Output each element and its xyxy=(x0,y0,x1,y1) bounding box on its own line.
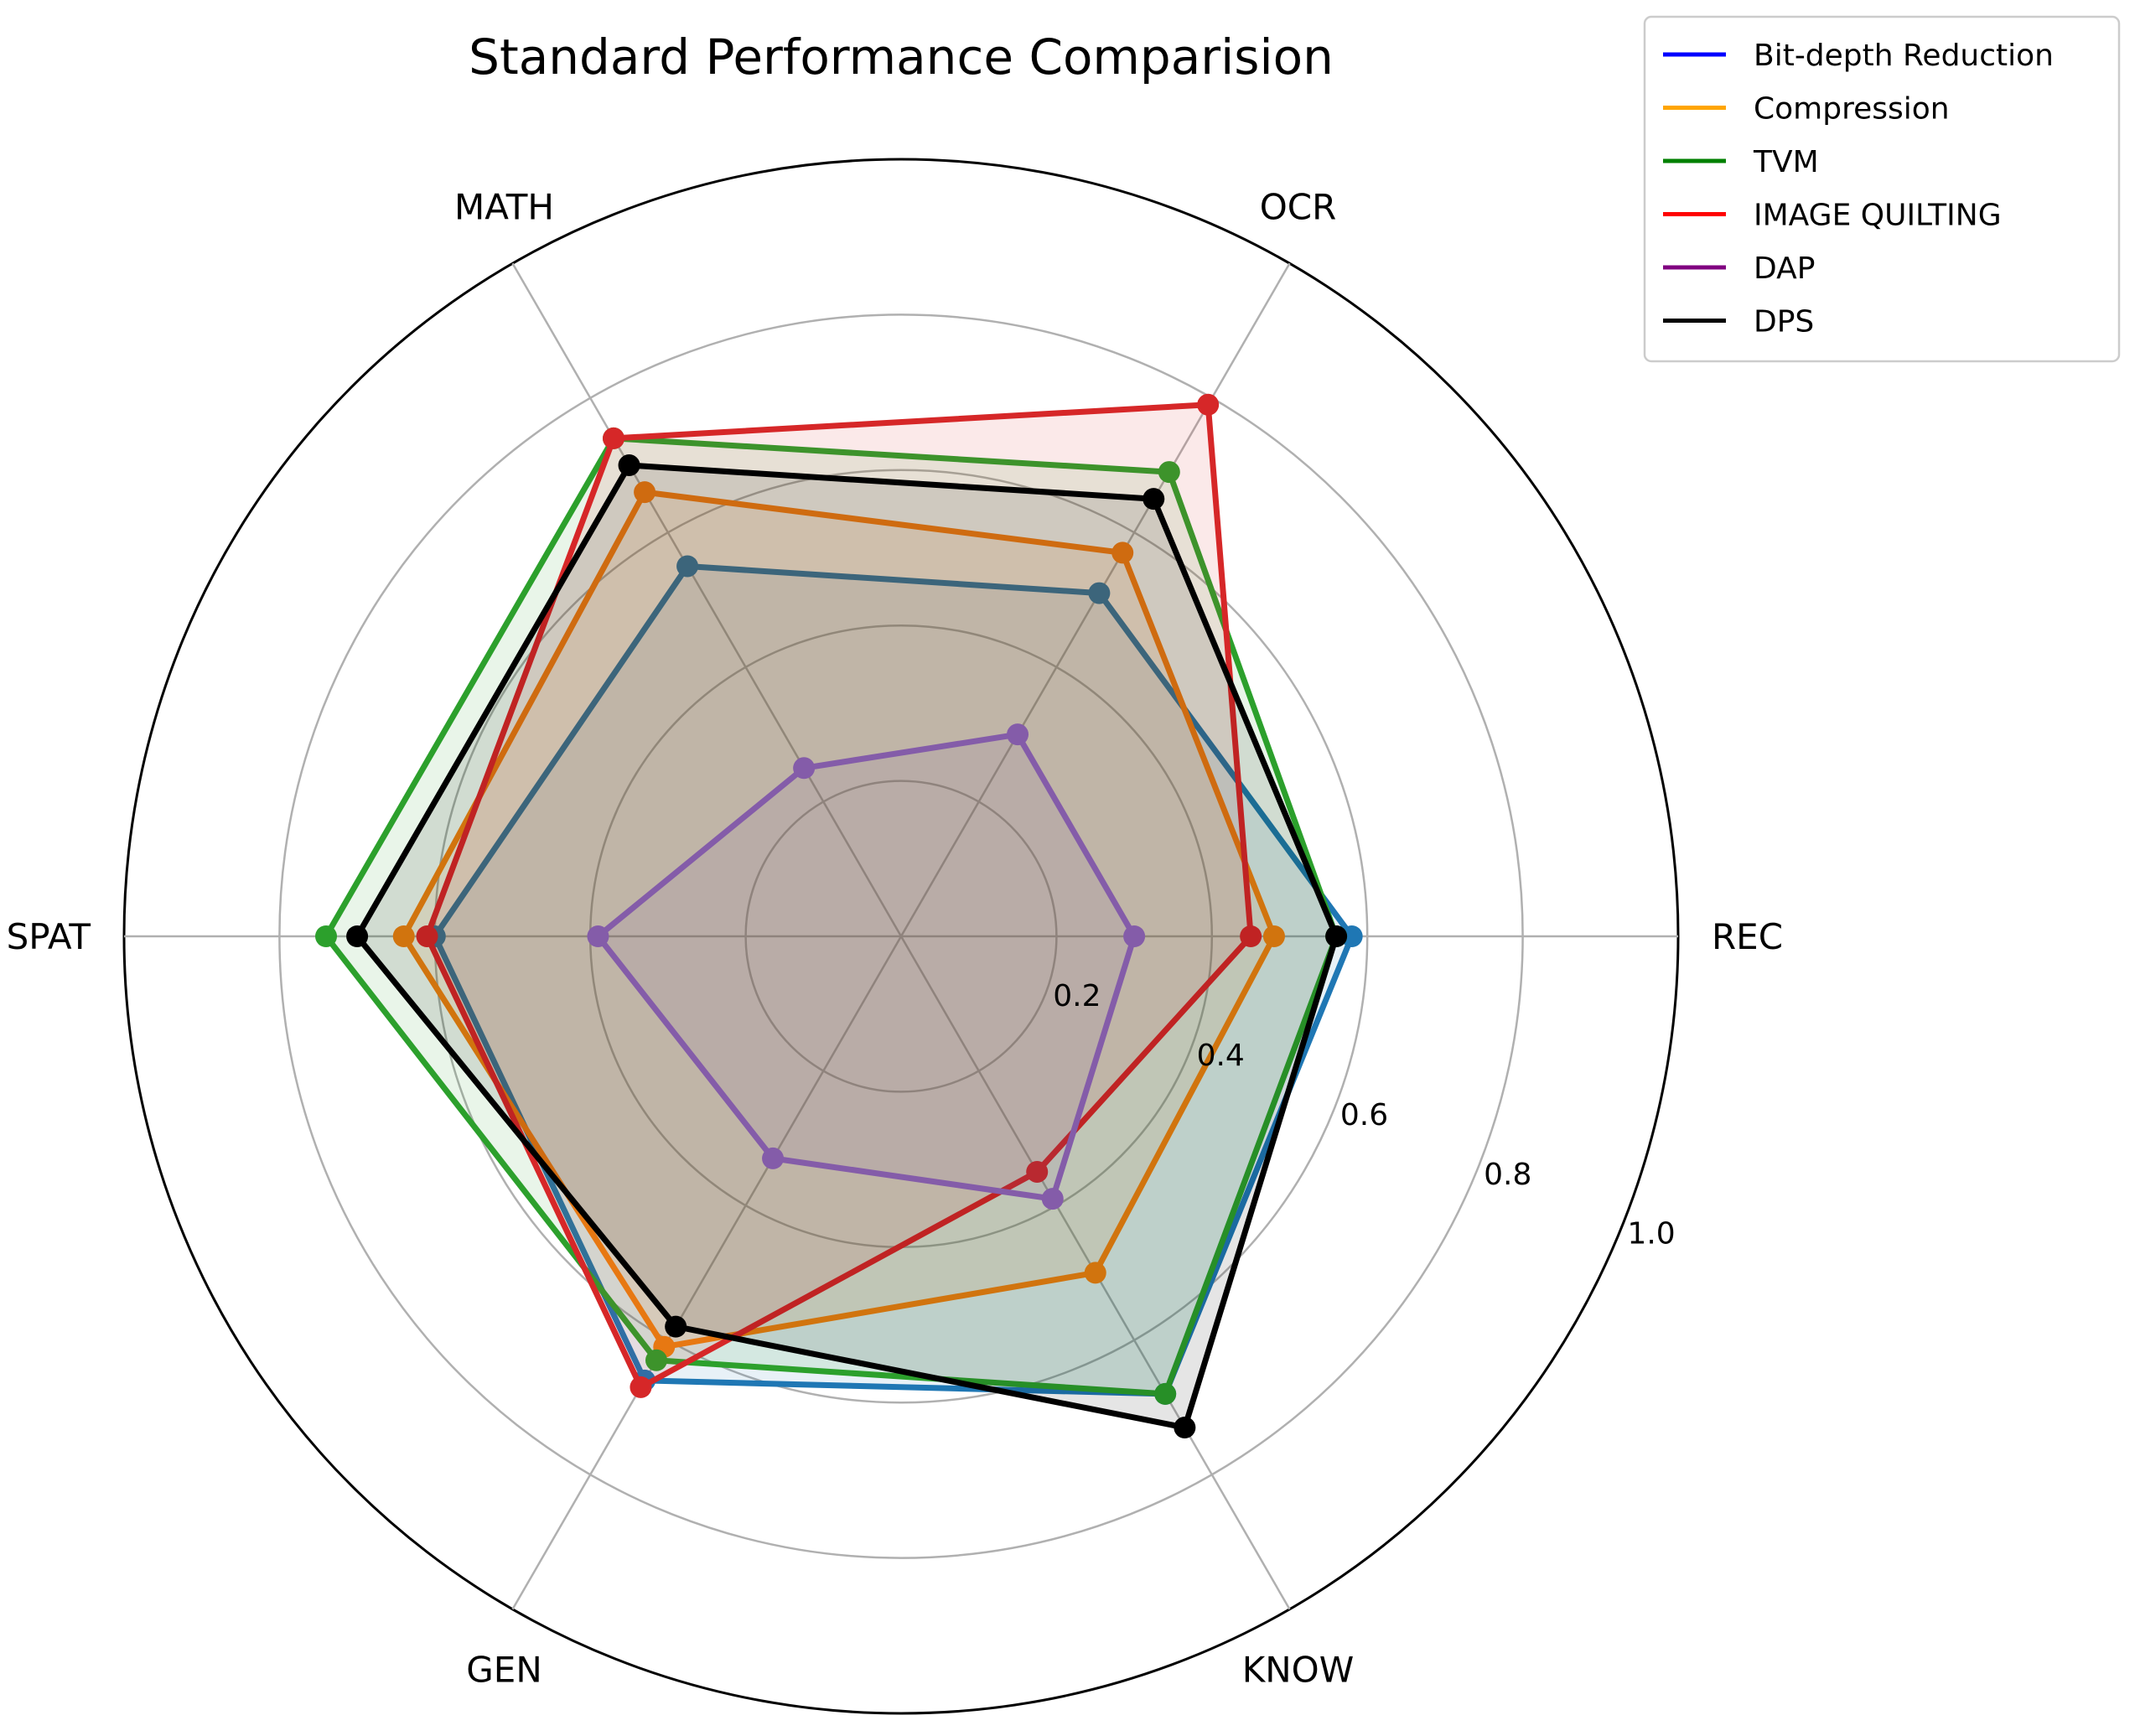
series-group xyxy=(392,481,1285,1358)
data-point xyxy=(1197,393,1220,416)
data-point xyxy=(603,427,625,449)
data-point xyxy=(1084,1262,1106,1284)
legend-label: Compression xyxy=(1754,92,1950,127)
axis-label: MATH xyxy=(454,187,554,228)
data-point xyxy=(1154,1382,1177,1405)
data-point xyxy=(676,555,699,578)
legend-label: IMAGE QUILTING xyxy=(1754,199,2002,233)
axis-label: KNOW xyxy=(1242,1649,1355,1690)
radial-tick-label: 0.4 xyxy=(1197,1039,1245,1073)
series-fill xyxy=(403,492,1275,1347)
legend: Bit-depth Reduction Compression TVM IMAGE Q… xyxy=(1643,15,2121,363)
radial-tick-label: 0.2 xyxy=(1053,979,1101,1013)
data-point xyxy=(392,925,415,947)
data-point xyxy=(634,481,656,504)
data-point xyxy=(762,1147,785,1169)
series-group xyxy=(587,723,1146,1210)
axis-label: OCR xyxy=(1260,187,1337,228)
data-point xyxy=(1340,925,1363,947)
data-point xyxy=(1026,1160,1049,1183)
data-point xyxy=(1158,461,1180,484)
data-point xyxy=(346,925,369,947)
axis-label: SPAT xyxy=(7,916,91,957)
series-group xyxy=(346,454,1348,1439)
data-point xyxy=(645,1349,667,1371)
legend-label: TVM xyxy=(1753,145,1819,179)
series-group xyxy=(315,427,1348,1405)
data-point xyxy=(1174,1417,1196,1439)
series-fill xyxy=(427,404,1251,1387)
legend-label: DAP xyxy=(1754,251,1815,286)
series-group xyxy=(416,393,1262,1398)
data-point xyxy=(1007,723,1029,746)
data-point xyxy=(630,1376,652,1398)
data-point xyxy=(665,1315,687,1338)
data-point xyxy=(315,925,338,947)
data-point xyxy=(793,757,816,780)
data-point xyxy=(1143,488,1165,510)
axis-spoke xyxy=(511,262,903,937)
data-point xyxy=(1240,925,1262,947)
legend-box xyxy=(1643,15,2121,363)
data-point xyxy=(1262,925,1285,947)
axis-spoke xyxy=(511,935,903,1610)
series-fill xyxy=(326,438,1337,1394)
radar-series xyxy=(315,393,1363,1439)
legend-label: DPS xyxy=(1754,305,1814,339)
data-point xyxy=(1041,1188,1064,1210)
axis-label: REC xyxy=(1712,916,1783,957)
series-fill xyxy=(434,566,1352,1394)
data-point xyxy=(1111,542,1134,564)
radial-tick-label: 1.0 xyxy=(1627,1217,1675,1251)
chart-title: Standard Performance Comparision xyxy=(469,29,1334,86)
data-point xyxy=(618,454,640,477)
data-point xyxy=(1325,925,1348,947)
radar-labels: REC OCR MATH SPAT GEN KNOW 0.2 0.4 0.6 0.8 1.0 xyxy=(7,187,1783,1691)
radial-tick-label: 0.8 xyxy=(1484,1158,1531,1192)
data-point xyxy=(1123,925,1146,947)
series-fill xyxy=(357,465,1337,1428)
data-point xyxy=(1088,582,1111,604)
radial-tick-label: 0.6 xyxy=(1340,1098,1388,1132)
data-point xyxy=(416,925,438,947)
axis-label: GEN xyxy=(466,1649,542,1690)
radar-grid xyxy=(122,158,1680,1715)
series-fill xyxy=(598,734,1135,1200)
data-point xyxy=(587,925,609,947)
legend-label: Bit-depth Reduction xyxy=(1754,39,2054,73)
